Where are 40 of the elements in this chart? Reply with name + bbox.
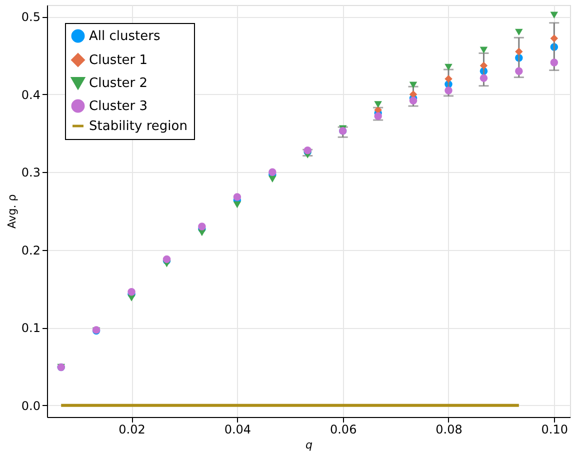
point [374, 101, 382, 108]
y-tick-label: 0.4 [21, 88, 40, 102]
point [550, 34, 558, 42]
legend-label: Cluster 3 [89, 99, 148, 114]
legend-label: Cluster 1 [89, 53, 148, 68]
point [268, 168, 276, 176]
x-tick-label: 0.02 [118, 422, 146, 436]
point [233, 193, 242, 201]
point [233, 201, 242, 208]
point [409, 82, 418, 88]
point [444, 74, 452, 83]
point [515, 48, 523, 56]
x-tick-label: 0.08 [436, 422, 462, 436]
legend-label: Stability region [89, 119, 188, 134]
x-tick-label: 0.04 [224, 422, 252, 436]
x-tick-label: 0.10 [541, 422, 568, 436]
point [480, 46, 488, 54]
point [128, 288, 136, 296]
point [409, 96, 418, 104]
point [198, 222, 206, 230]
point [480, 62, 488, 70]
point [515, 67, 523, 75]
point [374, 112, 382, 120]
point [444, 64, 452, 71]
point [515, 28, 523, 36]
y-tick-label: 0.3 [21, 166, 40, 180]
legend-label: All clusters [89, 29, 160, 44]
y-tick-label: 0.2 [21, 243, 40, 258]
y-axis-title: Avg. ρ [5, 194, 18, 229]
point [480, 74, 488, 82]
y-tick-label: 0.5 [21, 10, 40, 24]
y-tick-label: 0.0 [21, 398, 40, 413]
point [550, 58, 558, 66]
point [268, 176, 276, 182]
point [550, 12, 558, 18]
point [444, 86, 452, 94]
x-tick-label: 0.06 [330, 422, 357, 436]
y-tick-label: 0.1 [21, 321, 40, 336]
x-axis-title: q [306, 438, 313, 452]
legend-label: Cluster 2 [89, 76, 148, 91]
